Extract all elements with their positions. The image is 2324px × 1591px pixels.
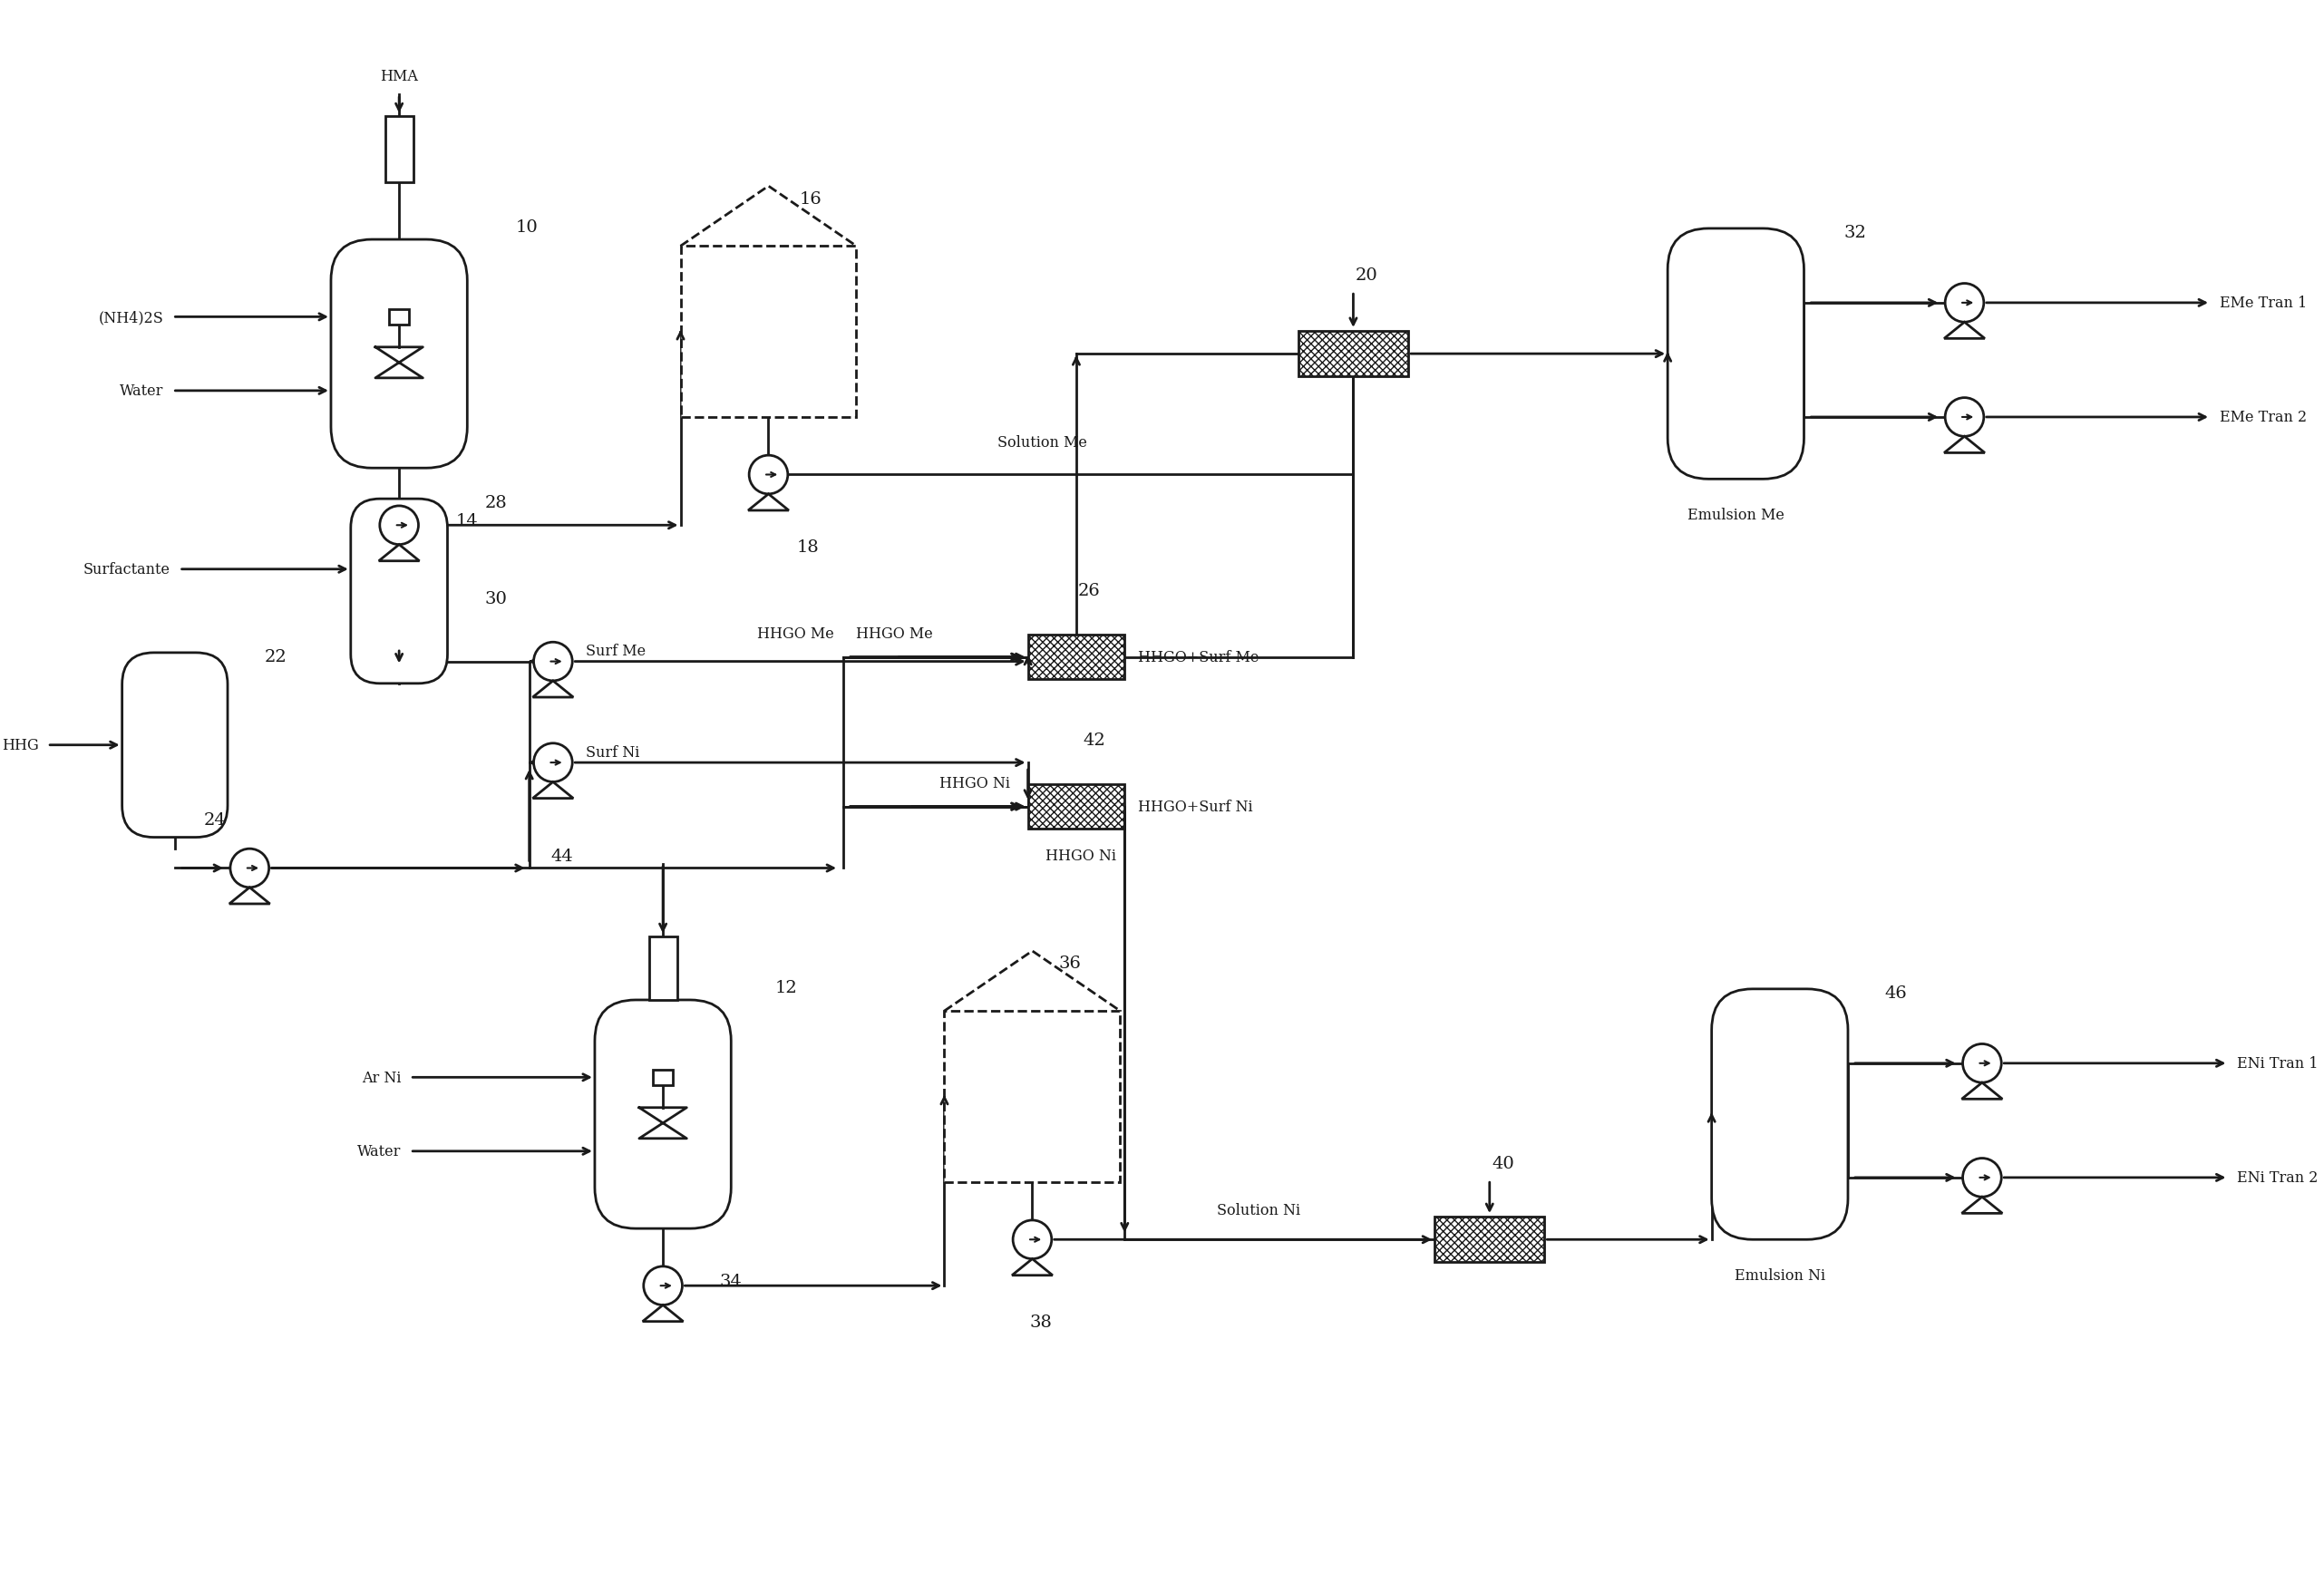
Circle shape <box>1964 1158 2001 1196</box>
Text: ENi Tran 2: ENi Tran 2 <box>2238 1169 2317 1185</box>
Polygon shape <box>532 783 574 799</box>
Bar <box>1434 1217 1545 1263</box>
Bar <box>944 1012 1120 1182</box>
Bar <box>653 1069 674 1085</box>
FancyBboxPatch shape <box>1713 990 1848 1239</box>
Polygon shape <box>644 1305 683 1322</box>
Polygon shape <box>1011 1258 1053 1276</box>
Text: 18: 18 <box>797 539 818 555</box>
Text: EMe Tran 2: EMe Tran 2 <box>2219 410 2308 425</box>
Text: ENi Tran 1: ENi Tran 1 <box>2238 1056 2319 1071</box>
Bar <box>1027 784 1125 829</box>
Text: Water: Water <box>358 1144 402 1160</box>
Text: 32: 32 <box>1843 224 1866 242</box>
FancyBboxPatch shape <box>330 240 467 469</box>
Text: 36: 36 <box>1060 955 1081 972</box>
Text: Water: Water <box>121 383 165 399</box>
Text: HHGO Me: HHGO Me <box>858 627 934 641</box>
Circle shape <box>644 1266 683 1305</box>
Polygon shape <box>1961 1196 2003 1214</box>
Bar <box>648 937 676 1001</box>
Text: Solution Me: Solution Me <box>997 436 1088 450</box>
Text: 24: 24 <box>205 811 225 829</box>
Text: HHGO Ni: HHGO Ni <box>939 776 1011 791</box>
Text: 46: 46 <box>1885 985 1908 1001</box>
Polygon shape <box>379 546 418 562</box>
Text: HHGO Me: HHGO Me <box>758 627 834 641</box>
Circle shape <box>379 506 418 546</box>
Text: 16: 16 <box>799 191 823 207</box>
Circle shape <box>1945 285 1985 323</box>
Polygon shape <box>1945 323 1985 339</box>
Polygon shape <box>1961 1083 2003 1099</box>
Text: 30: 30 <box>486 592 507 608</box>
Circle shape <box>1013 1220 1053 1258</box>
Polygon shape <box>1945 438 1985 453</box>
FancyBboxPatch shape <box>123 654 228 838</box>
Text: 10: 10 <box>516 220 539 235</box>
FancyBboxPatch shape <box>1669 229 1803 479</box>
Text: HHGO+Surf Me: HHGO+Surf Me <box>1139 649 1260 665</box>
FancyBboxPatch shape <box>351 500 449 684</box>
Bar <box>388 310 409 325</box>
Text: 38: 38 <box>1030 1314 1053 1330</box>
Bar <box>681 247 858 418</box>
Text: 20: 20 <box>1355 267 1378 283</box>
Text: Emulsion Ni: Emulsion Ni <box>1734 1268 1824 1284</box>
Text: 28: 28 <box>483 495 507 511</box>
Polygon shape <box>230 888 270 904</box>
Text: Ar Ni: Ar Ni <box>363 1069 402 1085</box>
Text: 14: 14 <box>456 514 479 530</box>
Text: Emulsion Me: Emulsion Me <box>1687 508 1785 523</box>
Bar <box>386 118 414 183</box>
Text: 42: 42 <box>1083 732 1106 748</box>
Text: Solution Ni: Solution Ni <box>1218 1203 1301 1217</box>
Text: EMe Tran 1: EMe Tran 1 <box>2219 296 2308 312</box>
Polygon shape <box>532 681 574 698</box>
Circle shape <box>1964 1044 2001 1083</box>
Circle shape <box>1945 398 1985 438</box>
Text: HHG: HHG <box>2 738 40 753</box>
Text: HHGO+Surf Ni: HHGO+Surf Ni <box>1139 799 1253 815</box>
Circle shape <box>535 743 572 783</box>
Text: 12: 12 <box>776 980 797 996</box>
Text: 34: 34 <box>718 1273 741 1290</box>
Text: Surf Me: Surf Me <box>586 644 646 659</box>
Text: 26: 26 <box>1078 582 1102 598</box>
Text: (NH4)2S: (NH4)2S <box>100 310 165 325</box>
Text: 40: 40 <box>1492 1155 1513 1171</box>
Circle shape <box>230 850 270 888</box>
Text: HMA: HMA <box>381 70 418 84</box>
Bar <box>1027 635 1125 679</box>
Text: 44: 44 <box>551 848 574 864</box>
Circle shape <box>535 643 572 681</box>
Bar <box>1299 331 1408 377</box>
Text: Surfactante: Surfactante <box>84 562 170 578</box>
Text: 22: 22 <box>265 649 286 665</box>
FancyBboxPatch shape <box>595 1001 732 1228</box>
Polygon shape <box>748 495 788 511</box>
Text: Surf Ni: Surf Ni <box>586 745 639 760</box>
Text: HHGO Ni: HHGO Ni <box>1046 848 1116 864</box>
Circle shape <box>748 457 788 495</box>
